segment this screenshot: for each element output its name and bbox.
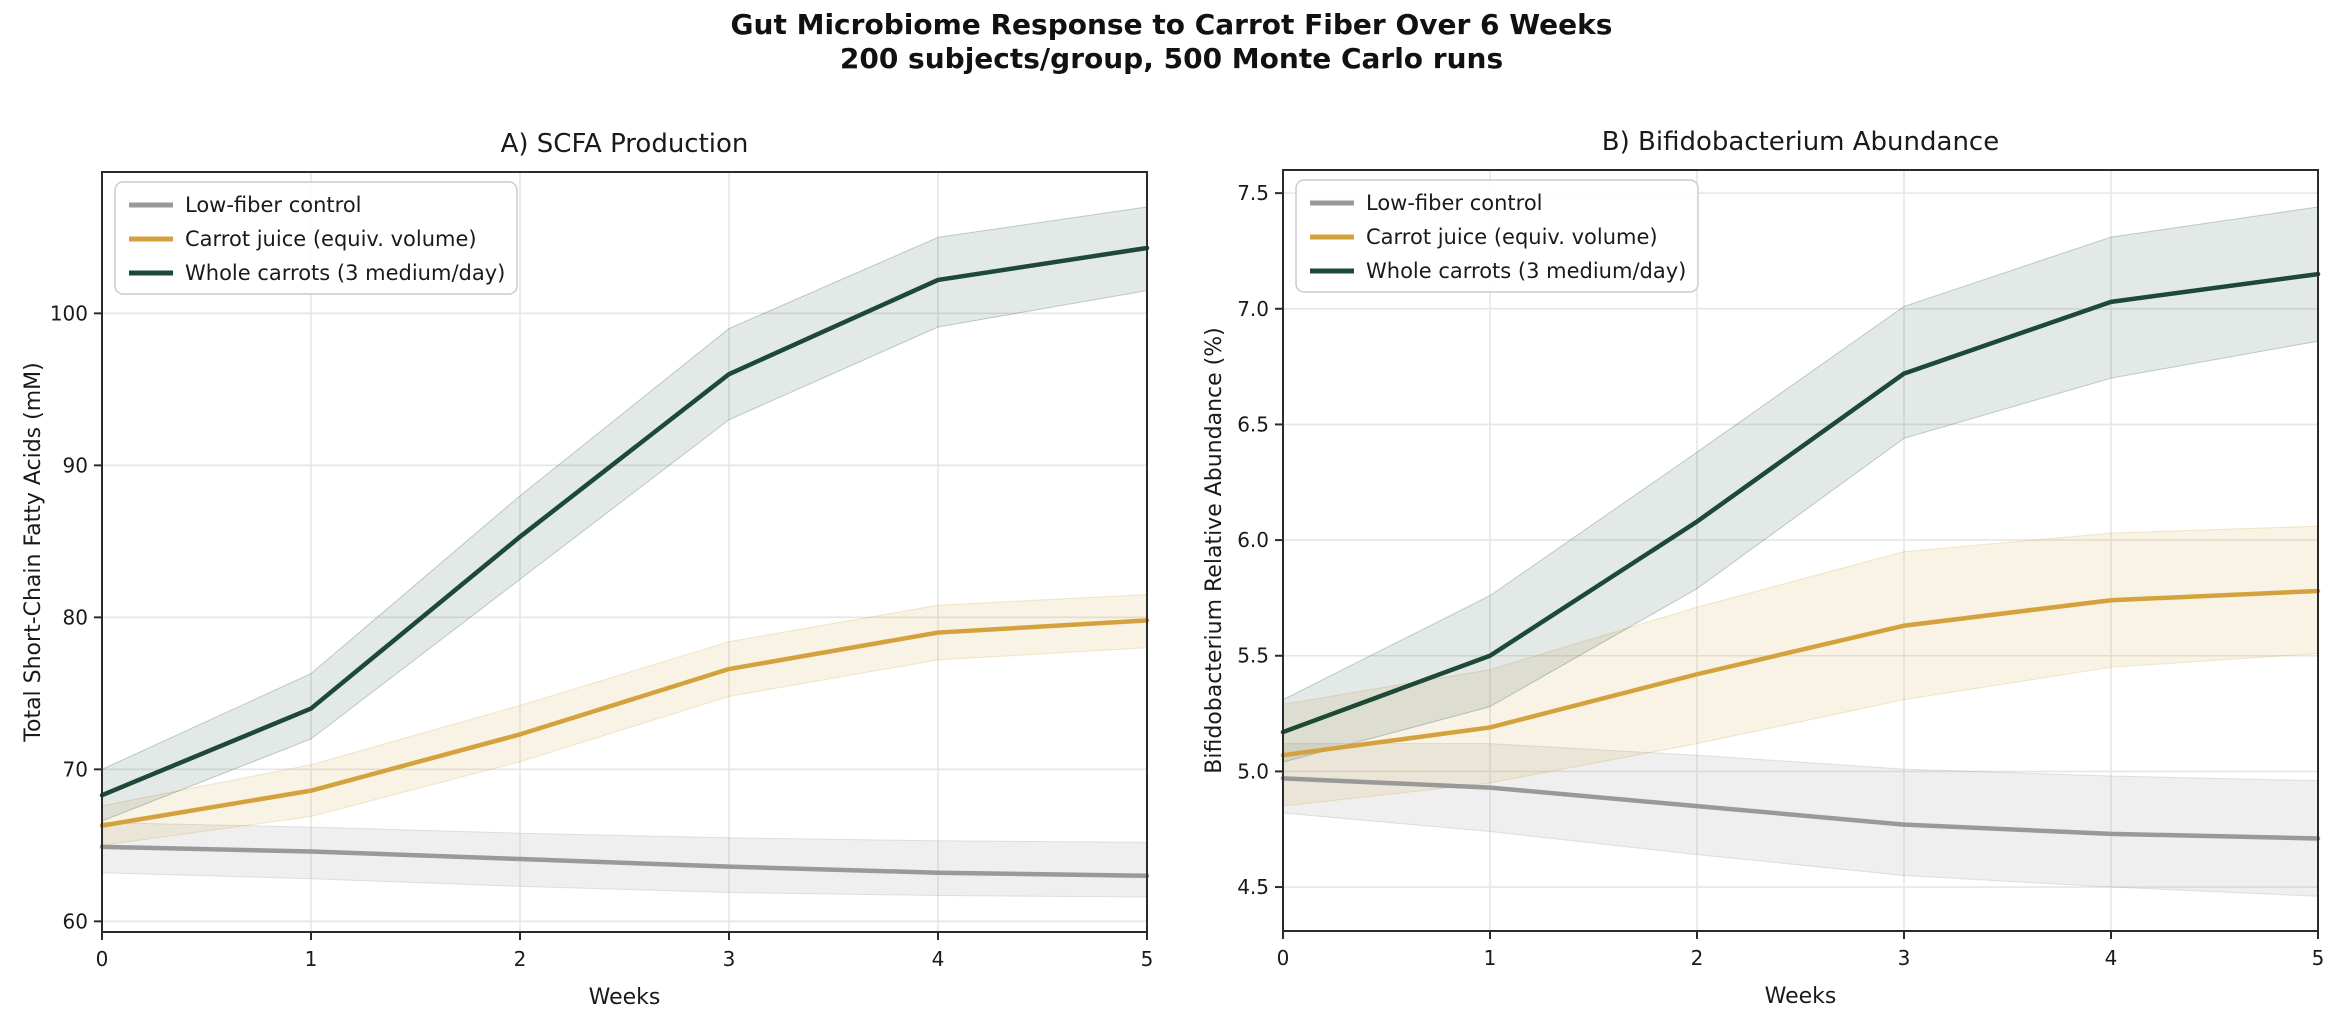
series-line-carrot-juice-equiv-volume- bbox=[99, 618, 1150, 828]
legend-label: Low-fiber control bbox=[185, 193, 362, 217]
series-line-whole-carrots-3-medium-day- bbox=[99, 245, 1150, 798]
scfa-production-chart: 60 70 80 90 100 0 1 2 3 4 5 Weeks Total Short-Chain … bbox=[21, 129, 1154, 1010]
x-tick-label: 2 bbox=[514, 947, 527, 971]
y-tick-label: 7.0 bbox=[1237, 297, 1269, 321]
legend: Low-fiber control Carrot juice (equiv. vo… bbox=[114, 181, 518, 295]
axis-ticks: 60 70 80 90 100 0 1 2 3 4 5 bbox=[50, 301, 1154, 971]
x-tick-label: 2 bbox=[1691, 946, 1704, 970]
x-axis-label: Weeks bbox=[589, 985, 661, 1010]
y-tick-label: 4.5 bbox=[1237, 875, 1269, 899]
figure-title-line2: 200 subjects/group, 500 Monte Carlo runs bbox=[839, 42, 1504, 75]
legend-label: Whole carrots (3 medium/day) bbox=[185, 261, 505, 285]
panel-title: A) SCFA Production bbox=[501, 129, 749, 159]
x-tick-label: 3 bbox=[1898, 946, 1911, 970]
figure-title-line1: Gut Microbiome Response to Carrot Fiber … bbox=[730, 8, 1613, 41]
series-line-whole-carrots-3-medium-day- bbox=[1280, 271, 2321, 735]
series-line-low-fiber-control bbox=[99, 844, 1150, 879]
y-tick-label: 5.5 bbox=[1237, 644, 1269, 668]
legend: Low-fiber control Carrot juice (equiv. vo… bbox=[1295, 179, 1699, 293]
figure-title: Gut Microbiome Response to Carrot Fiber … bbox=[0, 8, 2343, 76]
legend-label: Carrot juice (equiv. volume) bbox=[1366, 225, 1658, 249]
series-lines bbox=[99, 245, 1150, 879]
band-low-fiber-control bbox=[101, 822, 1148, 898]
y-tick-label: 5.0 bbox=[1237, 759, 1269, 783]
y-tick-label: 100 bbox=[50, 301, 88, 325]
legend-label: Low-fiber control bbox=[1366, 191, 1543, 215]
bifidobacterium-abundance-chart: 4.5 5.0 5.5 6.0 6.5 7.0 7.5 0 1 2 3 4 5 Weeks Bifidoba… bbox=[1202, 127, 2324, 1009]
y-tick-label: 80 bbox=[63, 605, 88, 629]
axis-ticks: 4.5 5.0 5.5 6.0 6.5 7.0 7.5 0 1 2 3 4 5 bbox=[1237, 181, 2324, 970]
x-tick-label: 4 bbox=[2105, 946, 2118, 970]
plot-border bbox=[101, 171, 1148, 933]
x-tick-label: 3 bbox=[723, 947, 736, 971]
y-tick-label: 90 bbox=[63, 453, 88, 477]
legend-label: Carrot juice (equiv. volume) bbox=[185, 227, 477, 251]
series-line-carrot-juice-equiv-volume- bbox=[1280, 588, 2321, 758]
y-tick-label: 6.0 bbox=[1237, 528, 1269, 552]
y-tick-label: 60 bbox=[63, 909, 88, 933]
x-tick-label: 1 bbox=[1484, 946, 1497, 970]
legend-box bbox=[1295, 179, 1699, 293]
series-lines bbox=[1280, 271, 2321, 841]
x-axis-label: Weeks bbox=[1765, 984, 1837, 1009]
y-tick-label: 7.5 bbox=[1237, 181, 1269, 205]
series-line-low-fiber-control bbox=[1280, 776, 2321, 841]
confidence-bands bbox=[1282, 206, 2319, 897]
plot-border bbox=[1282, 169, 2319, 932]
x-tick-label: 1 bbox=[305, 947, 318, 971]
y-axis-label: Total Short-Chain Fatty Acids (mM) bbox=[21, 362, 46, 742]
y-tick-label: 6.5 bbox=[1237, 412, 1269, 436]
x-tick-label: 0 bbox=[96, 947, 109, 971]
x-tick-label: 5 bbox=[2312, 946, 2325, 970]
confidence-bands bbox=[101, 206, 1148, 898]
legend-box bbox=[114, 181, 518, 295]
legend-label: Whole carrots (3 medium/day) bbox=[1366, 259, 1686, 283]
y-tick-label: 70 bbox=[63, 757, 88, 781]
panel-title: B) Bifidobacterium Abundance bbox=[1602, 127, 1999, 157]
x-tick-label: 0 bbox=[1277, 946, 1290, 970]
x-tick-label: 4 bbox=[932, 947, 945, 971]
x-tick-label: 5 bbox=[1141, 947, 1154, 971]
y-axis-label: Bifidobacterium Relative Abundance (%) bbox=[1202, 327, 1227, 773]
